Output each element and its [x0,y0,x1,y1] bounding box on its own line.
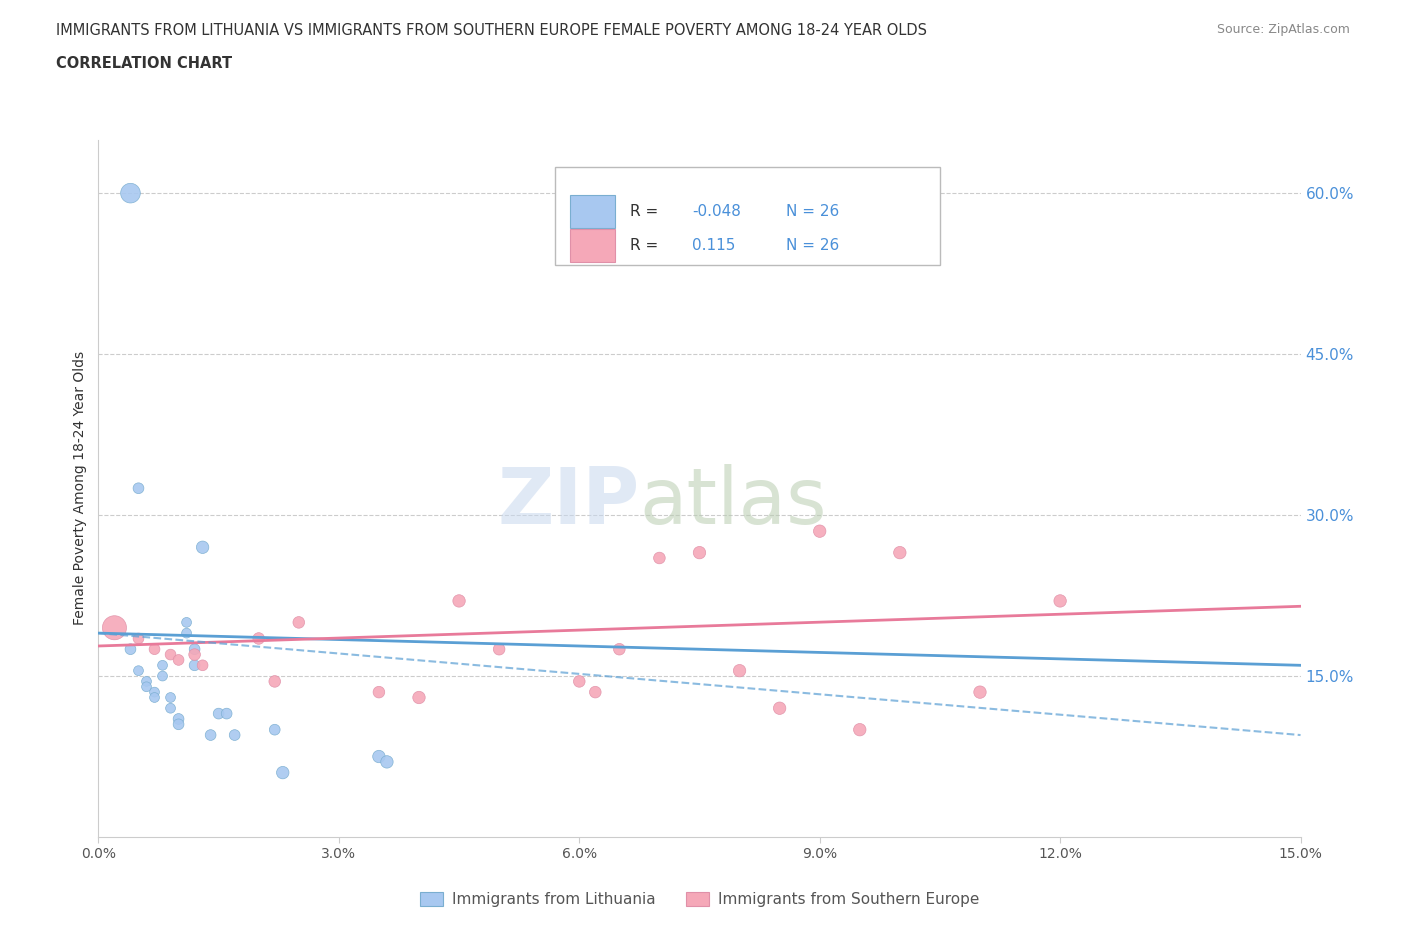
Point [152,669,174,684]
Point [167,711,190,726]
Point [224,727,246,742]
Point [143,642,166,657]
Text: R =: R = [630,238,662,253]
Point [167,717,190,732]
Text: Source: ZipAtlas.com: Source: ZipAtlas.com [1216,23,1350,36]
Point [368,684,391,699]
Point [143,690,166,705]
Point [152,658,174,672]
Text: N = 26: N = 26 [786,204,839,219]
Point [263,723,285,737]
Point [728,663,751,678]
Point [271,765,294,780]
Point [375,754,398,769]
Point [568,674,591,689]
Point [191,658,214,672]
Text: ZIP: ZIP [498,464,640,540]
Point [128,481,150,496]
Point [191,539,214,554]
Point [120,642,142,657]
Point [135,674,157,689]
FancyBboxPatch shape [555,167,939,265]
Point [808,524,831,538]
Point [583,684,606,699]
FancyBboxPatch shape [569,229,616,262]
Text: atlas: atlas [640,464,827,540]
Point [769,701,792,716]
FancyBboxPatch shape [569,194,616,228]
Point [609,642,631,657]
Point [135,679,157,694]
Point [167,653,190,668]
Point [128,663,150,678]
Point [176,615,198,630]
Point [263,674,285,689]
Text: -0.048: -0.048 [692,204,741,219]
Point [208,706,231,721]
Text: R =: R = [630,204,662,219]
Point [215,706,238,721]
Text: 0.115: 0.115 [692,238,735,253]
Text: IMMIGRANTS FROM LITHUANIA VS IMMIGRANTS FROM SOUTHERN EUROPE FEMALE POVERTY AMON: IMMIGRANTS FROM LITHUANIA VS IMMIGRANTS … [56,23,927,38]
Point [183,642,205,657]
Text: CORRELATION CHART: CORRELATION CHART [56,56,232,71]
Point [159,690,181,705]
Point [143,684,166,699]
Point [103,620,125,635]
Point [176,626,198,641]
Point [247,631,270,646]
Point [849,723,872,737]
Point [889,545,911,560]
Point [159,647,181,662]
Y-axis label: Female Poverty Among 18-24 Year Olds: Female Poverty Among 18-24 Year Olds [73,352,87,625]
Point [159,701,181,716]
Point [689,545,711,560]
Text: N = 26: N = 26 [786,238,839,253]
Legend: Immigrants from Lithuania, Immigrants from Southern Europe: Immigrants from Lithuania, Immigrants fr… [413,885,986,913]
Point [368,749,391,764]
Point [183,658,205,672]
Point [288,615,311,630]
Point [128,631,150,646]
Point [447,593,470,608]
Point [408,690,430,705]
Point [183,647,205,662]
Point [488,642,510,657]
Point [1049,593,1071,608]
Point [969,684,991,699]
Point [648,551,671,565]
Point [120,186,142,201]
Point [200,727,222,742]
